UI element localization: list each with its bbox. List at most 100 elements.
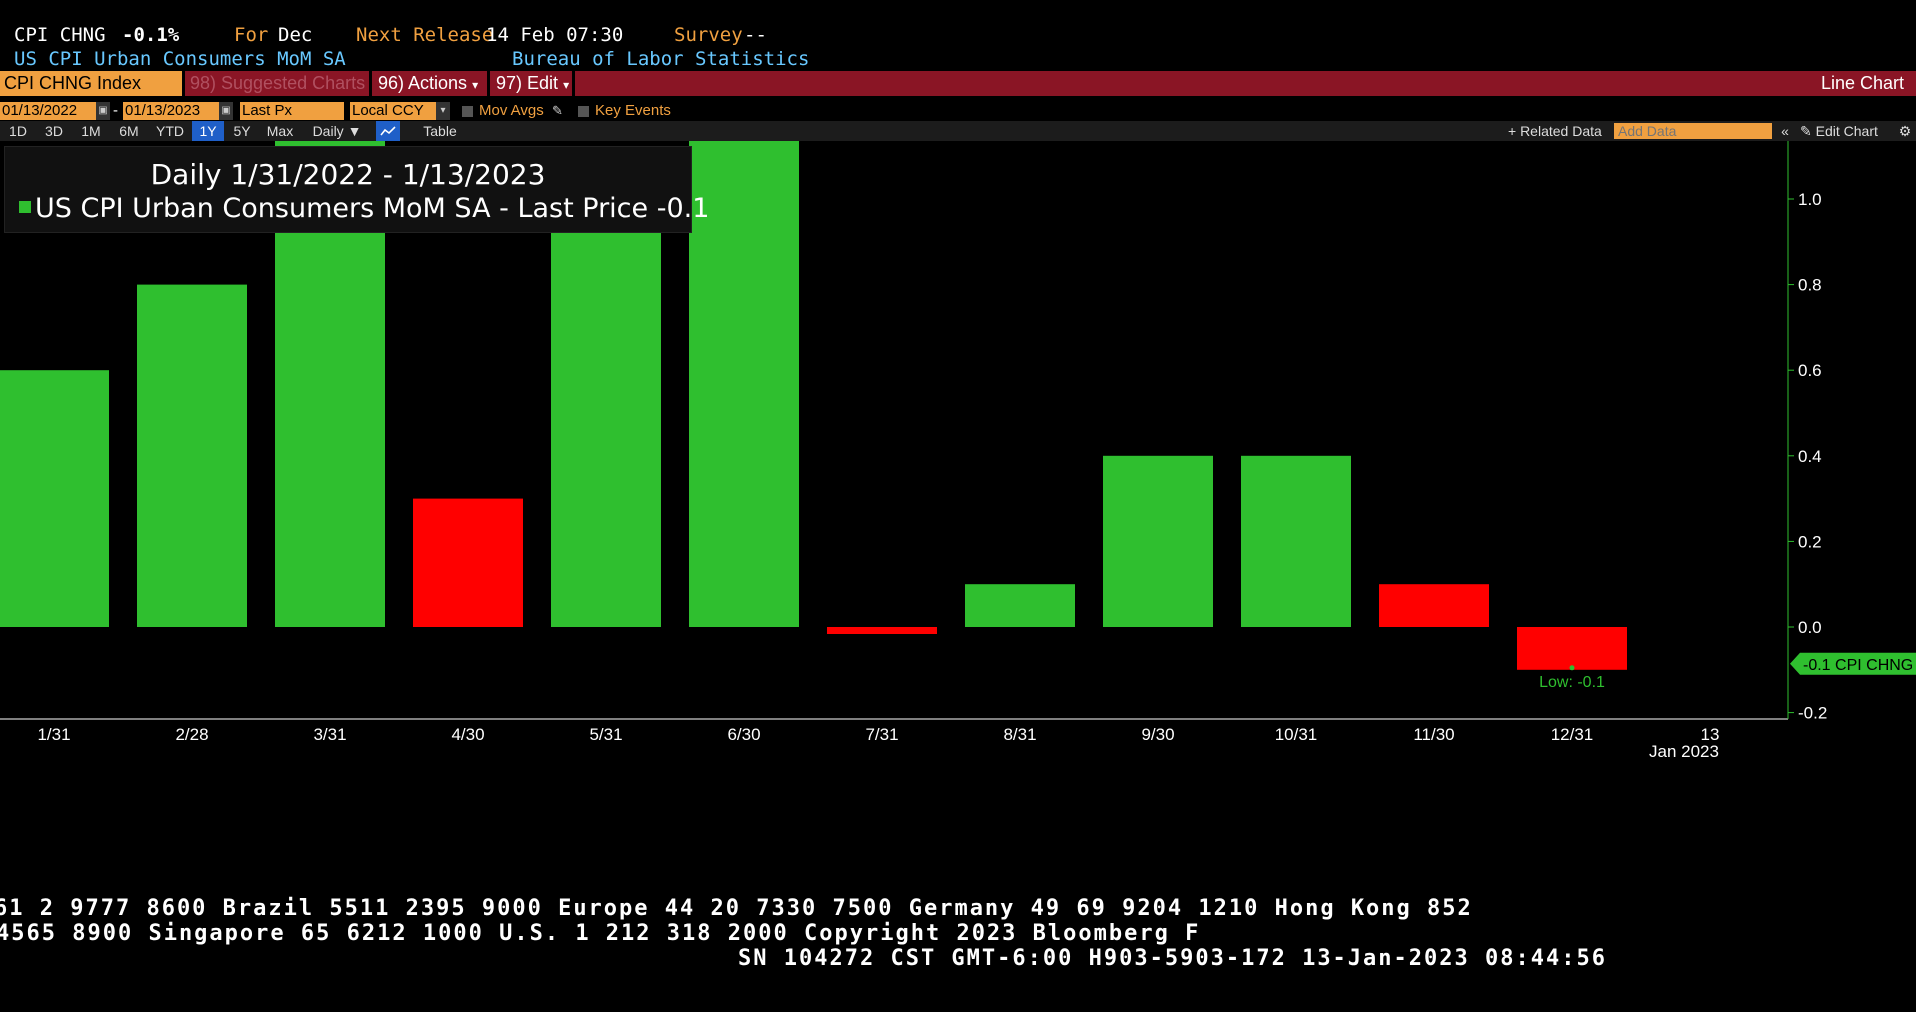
actions-menu[interactable]: 96) Actions ▾ [378,71,478,96]
chevron-down-icon: ▾ [563,78,570,92]
legend-title: Daily 1/31/2022 - 1/13/2023 [150,158,546,191]
related-data-button[interactable]: + Related Data [1508,123,1602,139]
table-button[interactable]: Table [423,123,457,139]
low-marker [1569,665,1575,671]
legend-entry: US CPI Urban Consumers MoM SA - Last Pri… [19,193,709,224]
next-release-value: 14 Feb 07:30 [486,24,624,46]
x-tick-label: 8/31 [1003,725,1036,744]
bar-4-30 [413,498,523,627]
menu-divider [572,71,575,96]
ticker-value: -0.1% [122,24,180,46]
last-value-label: -0.1 CPI CHNG [1803,657,1913,674]
menu-bar: CPI CHNG Index 98) Suggested Charts 96) … [0,71,1916,96]
x-tick-label: 1/31 [37,725,70,744]
mov-avgs-label: Mov Avgs [479,102,544,119]
currency-select[interactable]: Local CCY [350,102,436,120]
bar-2-28 [137,284,247,627]
frequency-select[interactable]: Daily ▼ [312,123,362,139]
bar-9-30 [1103,455,1213,627]
range-button-6m[interactable]: 6M [119,123,139,139]
bar-1-31 [0,370,109,627]
calendar-icon[interactable]: ▣ [96,102,110,120]
legend-swatch [19,200,31,213]
gear-icon[interactable]: ⚙ [1898,123,1912,139]
range-toolbar: 1D 3D 1M 6M YTD 1Y 5Y Max Daily ▼ Table + Relat… [0,121,1916,141]
x-axis-ticks: 1/31 2/28 3/31 4/30 5/31 6/30 7/31 8/31 9/30 10/3… [37,725,1719,761]
chart-legend: Daily 1/31/2022 - 1/13/2023 US CPI Urban… [4,146,709,233]
actions-label: 96) Actions [378,73,468,93]
y-tick-label: 0.6 [1798,361,1822,380]
collapse-icon[interactable]: « [1781,123,1789,139]
suggested-charts-button[interactable]: 98) Suggested Charts [190,73,366,93]
menu-divider [369,71,372,96]
menu-divider [182,71,185,96]
data-source: Bureau of Labor Statistics [512,48,810,70]
bar-7-31 [827,627,937,634]
date-range-dash: - [113,102,118,119]
footer-line-3: SN 104272 CST GMT-6:00 H903-5903-172 13-… [738,946,1607,971]
range-button-5y[interactable]: 5Y [233,123,251,139]
x-tick-label: 5/31 [589,725,622,744]
calendar-icon[interactable]: ▣ [219,102,233,120]
x-tick-label: 2/28 [175,725,208,744]
range-button-1m[interactable]: 1M [81,123,101,139]
bar-5-31 [551,199,661,627]
for-label: For [234,24,269,46]
range-button-1y[interactable]: 1Y [192,121,224,141]
x-tick-label: 3/31 [313,725,346,744]
key-events-checkbox[interactable] [578,106,589,117]
pencil-icon[interactable]: ✎ [552,103,563,118]
field-select[interactable]: Last Px [240,102,344,120]
bar-6-30 [689,141,799,628]
chevron-down-icon[interactable]: ▾ [436,102,450,120]
range-button-ytd[interactable]: YTD [156,123,184,139]
survey-value: -- [744,24,767,46]
range-button-1d[interactable]: 1D [9,123,27,139]
y-axis-ticks: 1.41.21.00.80.60.40.20.0-0.2 [1788,190,1827,723]
footer-line-1: 61 2 9777 8600 Brazil 5511 2395 9000 Eur… [0,896,1473,921]
ticker-name: CPI CHNG [14,24,106,46]
y-tick-label: -0.2 [1798,704,1827,723]
x-tick-sublabel: Jan 2023 [1649,742,1719,761]
security-field[interactable]: CPI CHNG Index [0,71,182,96]
low-label: Low: -0.1 [1539,674,1605,691]
chevron-down-icon: ▾ [472,78,479,92]
pencil-icon: ✎ [1800,123,1812,139]
x-tick-label: 6/30 [727,725,760,744]
y-tick-label: 0.8 [1798,276,1822,295]
cpi-bar-chart: 1.41.21.00.80.60.40.20.0-0.2 1/312/283/3… [0,141,1916,761]
bar-12-31 [1517,627,1627,670]
edit-label: 97) Edit [496,73,559,93]
y-tick-label: 1.0 [1798,190,1822,209]
x-tick-label: 10/31 [1275,725,1318,744]
bar-10-31 [1241,455,1351,627]
legend-entry-label: US CPI Urban Consumers MoM SA - Last Pri… [35,193,710,224]
edit-menu[interactable]: 97) Edit ▾ [496,71,569,96]
bar-8-31 [965,584,1075,627]
for-value: Dec [278,24,313,46]
x-tick-label: 4/30 [451,725,484,744]
range-button-max[interactable]: Max [266,123,294,139]
range-button-3d[interactable]: 3D [45,123,63,139]
x-tick-label: 11/30 [1413,725,1454,744]
bar-11-30 [1379,584,1489,627]
x-tick-label: 9/30 [1141,725,1174,744]
y-tick-label: 0.0 [1798,618,1822,637]
edit-chart-label: Edit Chart [1815,123,1878,139]
line-chart-icon[interactable] [376,121,400,141]
edit-chart-button[interactable]: ✎ Edit Chart [1800,121,1892,141]
chart-options-toolbar: 01/13/2022 ▣ - 01/13/2023 ▣ Last Px Loca… [0,100,1916,122]
footer-line-2: 4565 8900 Singapore 65 6212 1000 U.S. 1 … [0,921,1201,946]
next-release-label: Next Release [356,24,494,46]
end-date-input[interactable]: 01/13/2023 [123,102,219,120]
key-events-label: Key Events [595,102,671,119]
survey-label: Survey [674,24,743,46]
mov-avgs-checkbox[interactable] [462,106,473,117]
add-data-input[interactable] [1614,123,1772,139]
start-date-input[interactable]: 01/13/2022 [0,102,96,120]
x-tick-label: 7/31 [865,725,898,744]
y-tick-label: 0.2 [1798,532,1822,551]
chart-type-label[interactable]: Line Chart [1820,73,1904,93]
y-tick-label: 0.4 [1798,447,1822,466]
